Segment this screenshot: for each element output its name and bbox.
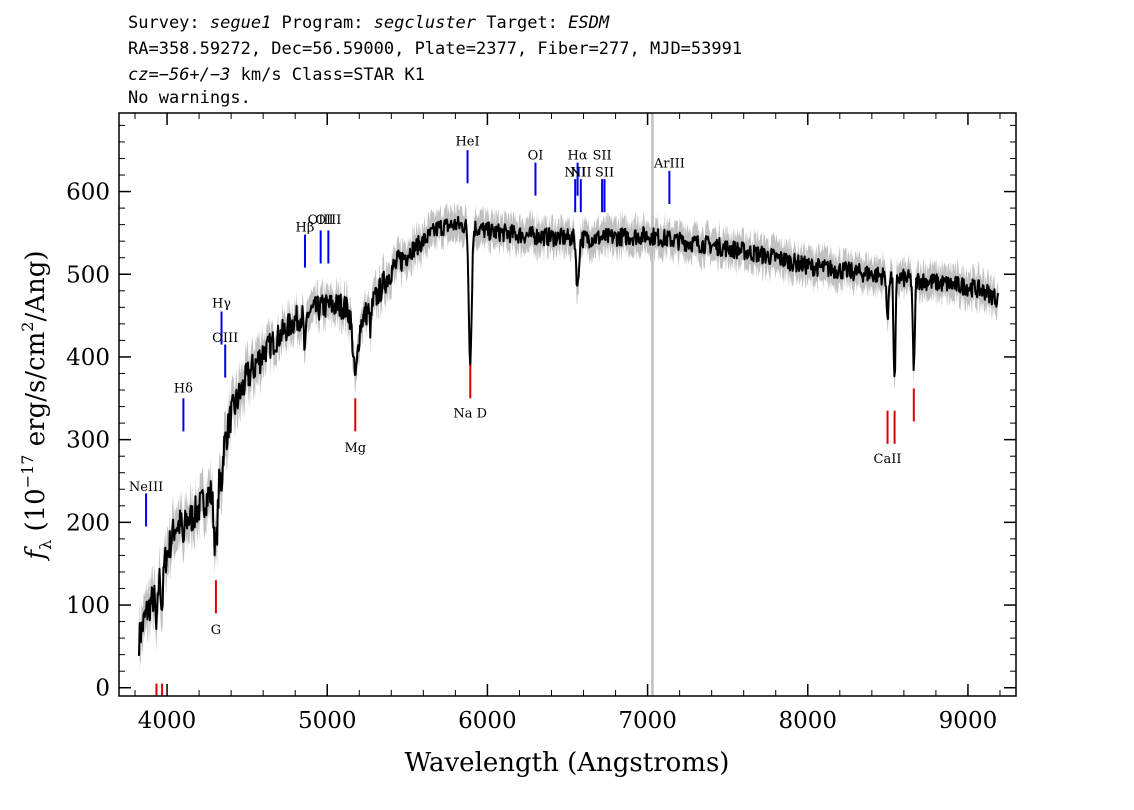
line-label-18: Mg bbox=[344, 441, 366, 456]
line-label-8: OI bbox=[528, 148, 544, 163]
header-line-1: Survey: segue1 Program: segcluster Targe… bbox=[128, 13, 610, 33]
line-label-1: Hδ bbox=[174, 382, 193, 397]
header: Survey: segue1 Program: segcluster Targe… bbox=[128, 13, 742, 108]
spectrum-layer bbox=[138, 215, 1000, 656]
x-tick-label-1: 5000 bbox=[298, 708, 357, 734]
plot-frame bbox=[118, 112, 1017, 697]
line-label-6: OIII bbox=[315, 213, 341, 228]
x-tick-label-3: 7000 bbox=[618, 708, 677, 734]
line-label-11: NII bbox=[570, 166, 592, 181]
axis-tick-labels: 4000 5000 6000 7000 8000 9000 0 100 200 300 400 500… bbox=[66, 180, 997, 734]
axis-ticks bbox=[119, 113, 1016, 696]
y-tick-label-5: 500 bbox=[66, 262, 110, 288]
header-line-4: No warnings. bbox=[128, 88, 251, 108]
line-label-4: Hβ bbox=[296, 220, 315, 235]
line-label-2: Hγ bbox=[212, 296, 231, 311]
line-label-20: CaII bbox=[874, 452, 902, 467]
x-tick-label-4: 8000 bbox=[778, 708, 837, 734]
line-label-7: HeI bbox=[455, 134, 479, 149]
line-label-3: OIII bbox=[212, 331, 238, 346]
line-label-10: Hα bbox=[568, 148, 588, 163]
line-label-17: G bbox=[211, 623, 221, 638]
line-label-19: Na D bbox=[453, 406, 487, 421]
y-tick-label-3: 300 bbox=[66, 428, 110, 454]
y-tick-label-2: 200 bbox=[66, 510, 110, 536]
y-tick-label-0: 0 bbox=[95, 676, 110, 702]
spectral-line-markers: NeIIIHδHγOIIIHβOIIIOIIIHeIOINIIHαNIISIIS… bbox=[129, 134, 915, 696]
line-label-9: NII bbox=[564, 166, 586, 181]
line-label-5: OIII bbox=[308, 213, 334, 228]
x-tick-label-5: 9000 bbox=[939, 708, 998, 734]
header-line-2: RA=358.59272, Dec=56.59000, Plate=2377, … bbox=[128, 39, 742, 59]
flux-spectrum-line bbox=[138, 215, 1000, 656]
x-tick-label-0: 4000 bbox=[138, 708, 197, 734]
line-label-0: NeIII bbox=[129, 480, 163, 495]
line-label-14: ArIII bbox=[653, 157, 685, 172]
line-label-13: SII bbox=[595, 166, 614, 181]
y-tick-label-6: 600 bbox=[66, 180, 110, 206]
y-tick-label-4: 400 bbox=[66, 345, 110, 371]
y-tick-label-1: 100 bbox=[66, 593, 110, 619]
header-line-3: cz=−56+/−3 km/s Class=STAR K1 bbox=[128, 65, 425, 85]
x-axis-label: Wavelength (Angstroms) bbox=[405, 748, 730, 778]
y-axis-label: fλ (10−17 erg/s/cm2/Ang) bbox=[18, 250, 55, 561]
line-label-12: SII bbox=[593, 148, 612, 163]
x-tick-label-2: 6000 bbox=[458, 708, 517, 734]
